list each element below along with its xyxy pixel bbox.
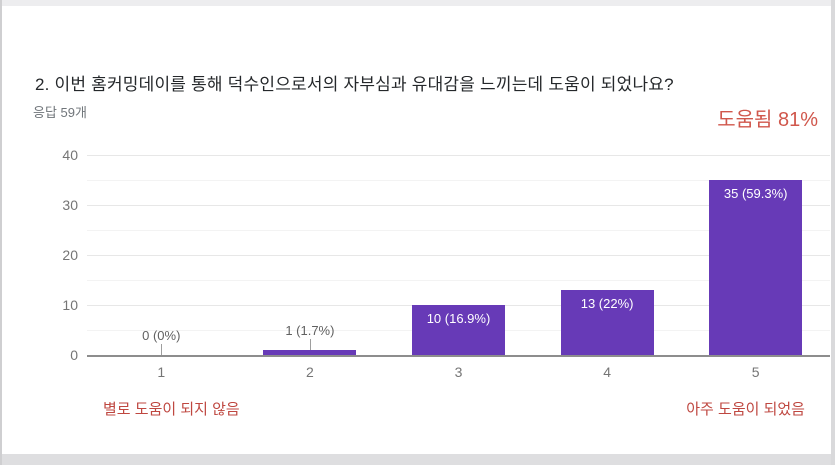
y-axis-tick-label: 30 — [62, 197, 78, 213]
bar-5 — [709, 180, 803, 355]
gridline-minor-35 — [87, 180, 830, 181]
bar-value-label: 35 (59.3%) — [723, 186, 788, 201]
bar-value-label: 13 (22%) — [580, 296, 634, 311]
bar-value-label: 0 (0%) — [142, 328, 181, 343]
screen-edge-left — [0, 0, 2, 465]
gridline-minor-15 — [87, 280, 830, 281]
scale-max-annotation: 아주 도움이 되었음 — [686, 401, 805, 418]
bar-label-callout — [309, 339, 311, 350]
x-axis-category-label: 5 — [751, 364, 760, 380]
x-axis-category-label: 4 — [603, 364, 611, 380]
bar-4 — [560, 290, 654, 355]
bar-label-callout — [161, 344, 163, 355]
screen-edge-top — [0, 0, 835, 6]
gridline-30 — [87, 205, 830, 206]
gridline-20 — [87, 255, 830, 256]
x-axis-baseline — [87, 355, 830, 357]
screen-edge-bottom — [0, 454, 835, 465]
gridline-40 — [87, 155, 830, 156]
response-count: 응답 59개 — [33, 105, 87, 120]
bar-3 — [412, 305, 505, 355]
y-axis-tick-label: 20 — [62, 247, 78, 263]
question-title: 2. 이번 홈커밍데이를 통해 덕수인으로서의 자부심과 유대감을 느끼는데 도… — [35, 75, 674, 94]
bar-value-label: 10 (16.9%) — [426, 311, 491, 326]
summary-annotation: 도움됨 81% — [717, 109, 818, 131]
bar-2 — [263, 350, 357, 355]
y-axis-tick-label: 10 — [62, 297, 78, 313]
screen-edge-right — [831, 0, 835, 465]
x-axis-category-label: 1 — [157, 364, 166, 380]
bar-value-label: 1 (1.7%) — [285, 323, 335, 338]
scale-min-annotation: 별로 도움이 되지 않음 — [103, 401, 240, 418]
x-axis-category-label: 2 — [305, 364, 314, 380]
y-axis-tick-label: 40 — [62, 147, 78, 163]
x-axis-category-label: 3 — [454, 364, 463, 380]
y-axis-tick-label: 0 — [70, 347, 78, 363]
gridline-minor-25 — [87, 230, 830, 231]
